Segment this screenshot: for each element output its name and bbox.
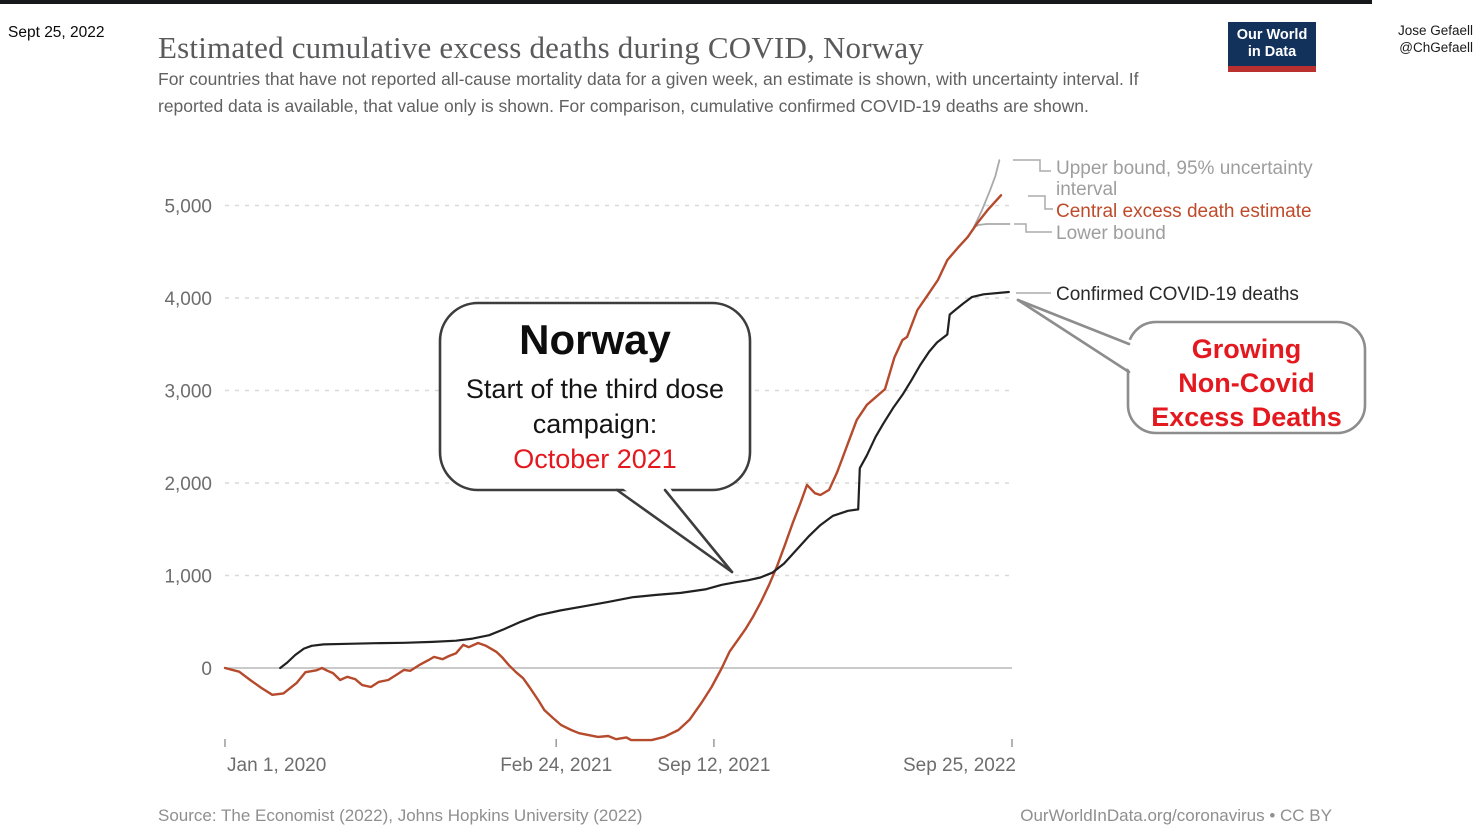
legend-upper-bound: Upper bound, 95% uncertainty interval — [1056, 158, 1313, 200]
norway-annotation-bubble: Norway Start of the third dose campaign:… — [445, 314, 745, 477]
norway-tail-edge — [615, 488, 734, 574]
growing-bubble-shape — [1126, 320, 1367, 435]
norway-bubble-line2: campaign: — [532, 409, 658, 439]
author-handle: @ChGefaell — [1399, 40, 1473, 55]
growing-tail-edge — [1016, 298, 1131, 374]
norway-tail-edge — [663, 488, 734, 574]
y-tick-label: 2,000 — [164, 474, 212, 495]
growing-tail-edge — [1016, 298, 1131, 346]
norway-bubble-highlight: October 2021 — [513, 444, 677, 474]
owid-logo-text: Our World in Data — [1228, 27, 1316, 61]
legend-confirmed-deaths: Confirmed COVID-19 deaths — [1056, 284, 1299, 305]
series-line-lower-bound — [973, 223, 1011, 228]
series-line-upper-bound — [973, 159, 1001, 228]
top-border — [0, 0, 1372, 4]
author-name: Jose Gefaell — [1397, 23, 1473, 38]
y-tick-label: 3,000 — [164, 382, 212, 403]
growing-annotation-bubble: Growing Non-Covid Excess Deaths — [1130, 332, 1363, 434]
owid-logo-line2: in Data — [1247, 44, 1297, 60]
legend-central-estimate: Central excess death estimate — [1056, 201, 1312, 222]
growing-bubble-line2: Non-Covid — [1178, 368, 1315, 398]
x-tick-label: Sep 25, 2022 — [903, 755, 1016, 776]
norway-bubble-title: Norway — [519, 316, 671, 363]
leader-central-estimate — [1028, 195, 1053, 210]
norway-bubble-tail — [612, 480, 732, 572]
post-date: Sept 25, 2022 — [8, 24, 105, 41]
post-author: Jose Gefaell @ChGefaell — [1398, 22, 1473, 56]
growing-bubble-line3: Excess Deaths — [1151, 402, 1342, 432]
y-tick-label: 5,000 — [164, 197, 212, 218]
norway-bubble-line1: Start of the third dose — [465, 374, 725, 404]
chart-title: Estimated cumulative excess deaths durin… — [158, 30, 925, 65]
owid-logo-accent — [1228, 66, 1316, 72]
chart-subtitle: For countries that have not reported all… — [158, 69, 1139, 116]
y-tick-label: 1,000 — [164, 567, 212, 588]
series-line-confirmed-deaths — [279, 290, 1010, 670]
source-note: Source: The Economist (2022), Johns Hopk… — [158, 806, 643, 825]
y-tick-label: 4,000 — [164, 289, 212, 310]
owid-logo-line1: Our World — [1236, 27, 1308, 43]
leader-upper-bound — [1013, 159, 1051, 172]
x-tick-label: Jan 1, 2020 — [227, 755, 326, 776]
y-tick-label: 0 — [201, 659, 212, 680]
norway-bubble-shape — [438, 301, 752, 492]
x-tick-label: Sep 12, 2021 — [657, 755, 770, 776]
owid-logo: Our World in Data — [1228, 22, 1316, 72]
x-tick-label: Feb 24, 2021 — [500, 755, 612, 776]
leader-lower-bound — [1014, 223, 1052, 233]
series-line-central-estimate — [223, 194, 1003, 742]
license-note: OurWorldInData.org/coronavirus • CC BY — [1020, 806, 1332, 825]
growing-bubble-line1: Growing — [1191, 334, 1302, 364]
legend-lower-bound: Lower bound — [1056, 223, 1166, 244]
